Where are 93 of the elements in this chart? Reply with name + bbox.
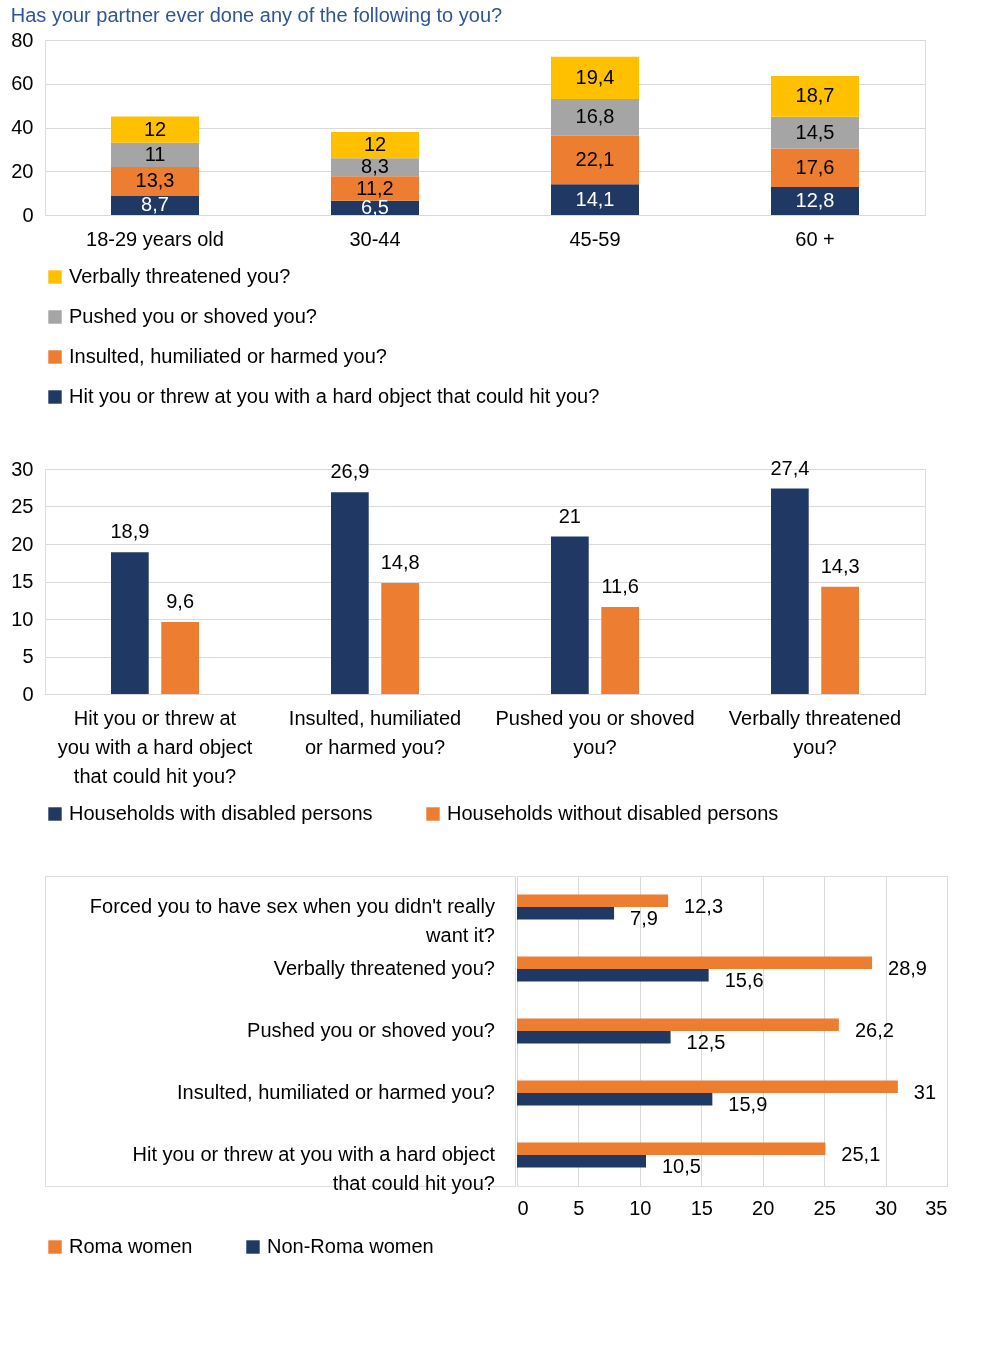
data-label: 8,7 — [141, 193, 169, 216]
y-tick-label: 0 — [22, 203, 34, 226]
y-tick-label: 60 — [11, 72, 34, 95]
data-label: 14,1 — [575, 187, 615, 210]
data-label: 11,6 — [601, 575, 639, 597]
data-label: 12 — [363, 133, 387, 155]
bar — [161, 622, 199, 694]
legend-label: Roma women — [69, 1235, 193, 1257]
y-tick-label: 20 — [11, 532, 34, 555]
x-tick-label: 60 + — [795, 227, 835, 250]
data-label: 15,6 — [724, 969, 764, 992]
y-tick-label: Insulted, humiliated or harmed you? — [177, 1081, 495, 1103]
y-tick-label: 25 — [11, 495, 34, 517]
data-label: 11,2 — [356, 176, 394, 199]
bar — [771, 75, 859, 117]
y-tick-label: 30 — [11, 457, 34, 480]
y-tick-label: 5 — [22, 645, 34, 667]
y-tick-label: 20 — [11, 159, 34, 182]
bar — [551, 536, 589, 694]
bar — [111, 552, 149, 694]
legend-label: Hit you or threw at you with a hard object that could hit you? — [69, 385, 600, 407]
data-label: 14,5 — [795, 120, 835, 143]
y-tick-label: 10 — [11, 607, 34, 630]
legend-label: Households without disabled persons — [447, 802, 779, 824]
bar — [821, 586, 859, 694]
bar — [771, 116, 859, 149]
legend-label: Non-Roma women — [267, 1235, 434, 1257]
bar — [111, 195, 199, 215]
data-label: 27,4 — [770, 456, 810, 479]
data-label: 18,9 — [110, 520, 150, 543]
legend-label: Pushed you or shoved you? — [69, 305, 317, 327]
x-tick-label: 20 — [752, 1196, 775, 1219]
legend-label: Insulted, humiliated or harmed you? — [69, 345, 387, 367]
bar — [551, 184, 639, 215]
bar — [331, 492, 369, 694]
data-label: 7,9 — [630, 907, 658, 930]
bar — [551, 135, 639, 185]
bar — [111, 166, 199, 196]
x-tick-label: 35 — [925, 1196, 948, 1219]
y-tick-label: 80 — [11, 28, 34, 51]
data-label: 22,1 — [575, 147, 615, 170]
x-tick-label: 15 — [690, 1196, 713, 1219]
legend-label: Households with disabled persons — [69, 802, 373, 824]
bar — [771, 148, 859, 187]
data-label: 11 — [144, 142, 166, 165]
chart-title: Has your partner ever done any of the following to you? — [10, 4, 503, 26]
legend-label: Verbally threatened you? — [69, 265, 291, 287]
data-label: 10,5 — [662, 1155, 701, 1178]
data-label: 12 — [143, 117, 167, 140]
data-label: 15,9 — [728, 1093, 768, 1116]
data-label: 8,3 — [361, 155, 389, 178]
data-label: 25,1 — [841, 1142, 881, 1165]
x-tick-label: 30-44 — [349, 227, 401, 250]
data-label: 21 — [558, 504, 581, 527]
bar — [551, 56, 639, 100]
y-tick-label: Forced you to have sex when you didn't really want it? — [89, 895, 495, 946]
x-tick-label: 30 — [874, 1196, 898, 1219]
bar — [331, 176, 419, 201]
data-label: 14,8 — [380, 551, 420, 573]
data-label: 18,7 — [795, 84, 835, 107]
x-tick-label: 25 — [813, 1196, 836, 1219]
bar — [331, 131, 419, 159]
bar — [551, 99, 639, 136]
data-label: 12,3 — [684, 894, 724, 917]
data-label: 14,3 — [820, 554, 860, 577]
bar — [381, 583, 419, 694]
data-label: 9,6 — [166, 590, 195, 612]
x-tick-label: 18-29 years old — [86, 227, 224, 250]
data-label: 13,3 — [135, 169, 175, 192]
data-label: 12,5 — [686, 1031, 726, 1054]
x-tick-label: Verbally threatened you? — [728, 706, 902, 758]
y-tick-label: 40 — [11, 116, 34, 138]
y-tick-label: 15 — [11, 570, 34, 592]
bar — [111, 116, 199, 143]
data-label: 12,8 — [795, 189, 835, 211]
data-label: 17,6 — [795, 155, 835, 178]
bar — [111, 142, 199, 167]
data-label: 26,9 — [330, 460, 370, 483]
y-tick-label: Verbally threatened you? — [273, 957, 495, 979]
data-label: 28,9 — [888, 956, 927, 979]
x-tick-label: 0 — [517, 1196, 529, 1219]
data-label: 19,4 — [575, 65, 615, 88]
x-tick-label: Pushed you or shoved you? — [495, 706, 695, 758]
data-label: 16,8 — [575, 105, 615, 128]
y-tick-label: Pushed you or shoved you? — [247, 1019, 495, 1041]
x-tick-label: 10 — [629, 1196, 652, 1219]
data-label: 31 — [913, 1080, 937, 1103]
bar — [771, 488, 809, 694]
y-tick-label: 0 — [22, 682, 34, 705]
bar — [601, 607, 639, 694]
data-label: 26,2 — [854, 1018, 894, 1041]
x-tick-label: 5 — [573, 1196, 585, 1219]
x-tick-label: 45-59 — [569, 227, 621, 250]
